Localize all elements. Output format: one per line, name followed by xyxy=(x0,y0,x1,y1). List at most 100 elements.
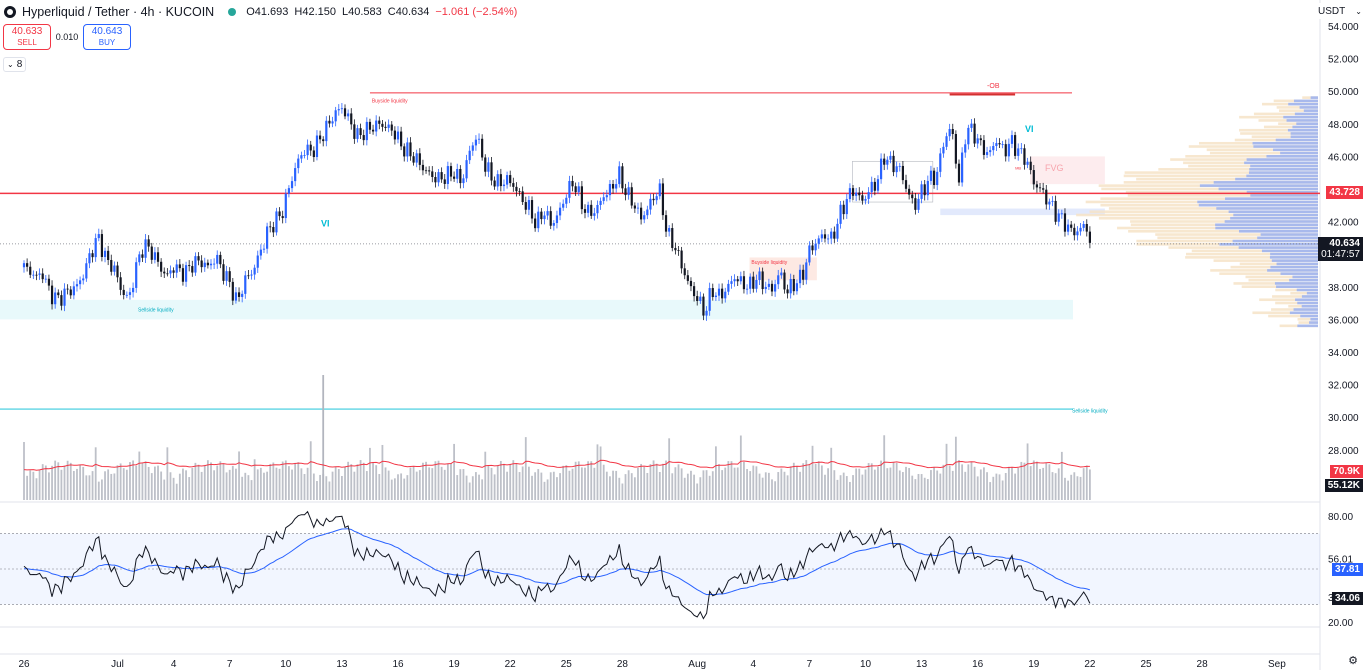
volume-profile-bar-up xyxy=(1283,115,1318,119)
candle-body xyxy=(827,238,830,240)
candle-body xyxy=(481,138,484,158)
candle-body xyxy=(156,252,160,262)
volume-bar xyxy=(939,473,942,500)
candle-body xyxy=(403,146,406,157)
volume-profile-bar-up xyxy=(1246,190,1318,194)
volume-bar xyxy=(319,474,321,500)
volume-bar xyxy=(674,467,677,500)
volume-bar xyxy=(76,468,78,500)
time-tick-label: 28 xyxy=(1197,659,1209,670)
volume-bar xyxy=(577,461,580,500)
volume-profile-bar xyxy=(1297,318,1318,321)
candle-body xyxy=(643,215,646,220)
candle-body xyxy=(1045,189,1048,205)
volume-bar xyxy=(60,469,63,500)
candle-body xyxy=(144,239,147,258)
volume-bar xyxy=(506,471,508,500)
volume-bar xyxy=(247,475,250,500)
buy-button[interactable]: 40.643 BUY xyxy=(83,24,131,50)
volume-bar xyxy=(811,445,814,500)
volume-bar xyxy=(41,464,44,500)
indicators-collapse-button[interactable]: ⌄ 8 xyxy=(3,57,27,72)
volume-bar xyxy=(945,443,948,500)
symbol-title[interactable]: Hyperliquid / Tether · 4h · KUCOIN xyxy=(22,5,215,19)
volume-profile-bar-up xyxy=(1250,194,1318,197)
volume-bar xyxy=(231,465,234,500)
candle-body xyxy=(692,286,696,297)
currency-selector[interactable]: USDT ⌄ xyxy=(1316,3,1364,19)
volume-bar xyxy=(883,435,886,500)
volume-bar xyxy=(677,464,680,500)
gear-icon[interactable]: ⚙ xyxy=(1348,655,1358,667)
candle-body xyxy=(400,131,403,147)
volume-bar xyxy=(203,464,206,500)
volume-bar xyxy=(877,466,879,500)
candle-body xyxy=(1010,135,1014,144)
volume-bar xyxy=(422,462,424,500)
volume-bar xyxy=(789,466,792,500)
volume-bar xyxy=(833,470,836,500)
volume-bar xyxy=(711,471,714,500)
volume-bar xyxy=(584,467,586,500)
candle-body xyxy=(621,166,624,189)
volume-bar xyxy=(418,470,421,500)
volume-label: 55.12K xyxy=(1324,479,1363,492)
candle-body xyxy=(337,109,340,111)
candle-body xyxy=(477,138,481,140)
volume-bar xyxy=(640,463,642,500)
volume-bar xyxy=(141,462,144,500)
volume-profile-bar-up xyxy=(1238,246,1318,249)
volume-bar xyxy=(387,470,390,500)
volume-bar xyxy=(356,464,359,500)
volume-bar xyxy=(758,473,761,500)
volume-bar xyxy=(808,463,811,500)
candle-body xyxy=(97,234,100,239)
volume-profile-bar-up xyxy=(1224,220,1318,223)
volume-bar xyxy=(933,466,935,500)
candle-body xyxy=(1085,224,1088,232)
candle-body xyxy=(434,176,437,183)
volume-bar xyxy=(1026,443,1029,500)
candle-body xyxy=(783,272,786,290)
rsi-tick-label: 56.01 xyxy=(1328,554,1353,565)
zones xyxy=(0,156,1105,320)
volume-profile-bar xyxy=(1209,151,1318,155)
ob-label: -OB xyxy=(987,83,1000,90)
candle-body xyxy=(668,228,671,232)
volume-bar xyxy=(275,467,278,500)
candle-body xyxy=(315,135,319,158)
support-zone xyxy=(940,208,1105,216)
candle-body xyxy=(184,265,188,282)
volume-profile-bar-up xyxy=(1253,145,1318,148)
candle-body xyxy=(331,121,334,124)
volume-profile-bar xyxy=(1251,135,1318,139)
exchange-logo-icon xyxy=(4,6,16,18)
candle-body xyxy=(269,226,272,228)
volume-bar xyxy=(297,462,300,500)
volume-bar xyxy=(1017,467,1020,500)
volume-profile-bar-up xyxy=(1290,135,1318,139)
volume-bar xyxy=(774,481,777,500)
candle-body xyxy=(521,191,524,203)
volume-profile-bar-up xyxy=(1295,298,1318,302)
candle-body xyxy=(79,280,82,285)
volume-profile-bar-up xyxy=(1296,122,1318,125)
volume-bar xyxy=(665,460,667,500)
candle-body xyxy=(303,155,306,156)
volume-bar xyxy=(733,467,736,500)
candle-body xyxy=(587,204,590,213)
candle-body xyxy=(322,139,325,142)
volume-bar xyxy=(936,470,939,500)
candle-body xyxy=(66,288,69,290)
candle-body xyxy=(169,270,172,274)
volume-bar xyxy=(122,468,125,500)
candle-body xyxy=(624,188,627,196)
rsi-pane xyxy=(0,510,1320,620)
volume-ma-line xyxy=(23,459,1090,471)
volume-bar xyxy=(783,471,786,500)
sell-button[interactable]: 40.633 SELL xyxy=(3,24,51,50)
volume-bar xyxy=(490,467,493,500)
candle-body xyxy=(449,166,453,177)
rsi-line xyxy=(23,510,1091,620)
